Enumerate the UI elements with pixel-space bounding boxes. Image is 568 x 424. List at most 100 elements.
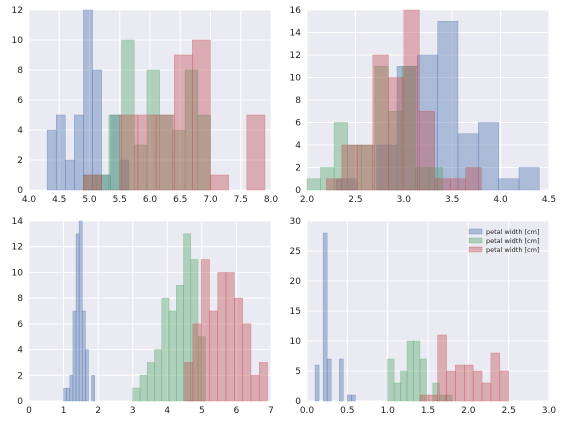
hist-bar-blue — [75, 233, 80, 402]
hist-bar-red — [428, 394, 438, 402]
y-tick-label: 25 — [290, 247, 301, 257]
y-tick-label: 0 — [295, 186, 301, 196]
x-tick-label: 3.5 — [445, 195, 459, 205]
legend-label: petal width [cm] — [486, 246, 540, 254]
subplot-4: 0.0 0.5 1.0 1.5 2.0 2.5 3.0 0 5 10 15 20 25 30 petal w… — [290, 217, 557, 416]
hist-bar-red — [234, 297, 243, 402]
y-tick-label: 6 — [17, 96, 23, 106]
x-tick-label: 6.0 — [143, 195, 158, 205]
hist-bar-red — [119, 114, 139, 191]
hist-bar-blue — [65, 159, 75, 191]
hist-bar-blue — [498, 178, 520, 191]
x-tick-label: 0.0 — [300, 406, 315, 416]
y-tick-label: 12 — [290, 51, 301, 61]
hist-bar-red — [184, 362, 194, 402]
x-tick-label: 0 — [26, 406, 32, 416]
hist-bar-red — [192, 323, 202, 402]
hist-bar-green — [419, 358, 427, 402]
x-tick-label: 1.0 — [381, 406, 396, 416]
hist-bar-blue — [91, 375, 95, 402]
hist-bar-red — [200, 259, 210, 402]
hist-bar-red — [481, 382, 492, 402]
x-tick-label: 2 — [95, 406, 101, 416]
hist-bar-red — [499, 370, 509, 402]
y-tick-label: 2 — [17, 371, 23, 381]
y-tick-label: 10 — [12, 36, 24, 46]
x-tick-label: 1 — [61, 406, 67, 416]
hist-bar-red — [450, 178, 467, 191]
hist-bar-red — [242, 323, 252, 402]
hist-bar-blue — [81, 310, 86, 402]
hist-bar-red — [403, 9, 420, 191]
y-tick-label: 0 — [17, 186, 23, 196]
hist-bar-red — [434, 178, 451, 191]
x-tick-label: 2.5 — [348, 195, 362, 205]
y-tick-label: 14 — [12, 217, 24, 227]
hist-bar-blue — [478, 122, 499, 191]
y-tick-label: 14 — [290, 29, 302, 39]
y-tick-label: 10 — [290, 337, 302, 347]
y-tick-label: 8 — [17, 66, 23, 76]
x-tick-label: 4.0 — [22, 195, 37, 205]
y-tick-label: 4 — [17, 126, 23, 136]
hist-bar-red — [192, 39, 211, 191]
x-tick-label: 1.5 — [421, 406, 435, 416]
hist-bar-blue — [437, 21, 459, 191]
legend-swatch-green — [468, 237, 483, 244]
hist-bar-red — [246, 114, 266, 191]
hist-bar-red — [446, 370, 456, 402]
y-tick-label: 12 — [12, 243, 23, 253]
hist-bar-green — [400, 370, 408, 402]
y-tick-label: 0 — [295, 397, 301, 407]
x-tick-label: 8.0 — [264, 195, 279, 205]
y-tick-label: 8 — [295, 96, 301, 106]
hist-bar-blue — [339, 358, 344, 402]
hist-bar-red — [210, 174, 229, 191]
hist-bar-green — [168, 310, 177, 402]
x-tick-label: 4 — [164, 406, 170, 416]
y-tick-label: 2 — [17, 156, 23, 166]
y-tick-label: 4 — [17, 346, 23, 356]
hist-bar-blue — [351, 394, 356, 402]
hist-bar-blue — [63, 387, 67, 402]
hist-bar-blue — [85, 349, 89, 402]
y-tick-label: 5 — [295, 367, 301, 377]
hist-bar-blue — [66, 387, 71, 402]
hist-bar-blue — [83, 9, 93, 191]
x-tick-label: 5.5 — [113, 195, 127, 205]
x-tick-label: 4.0 — [493, 195, 508, 205]
hist-bar-red — [357, 144, 374, 191]
x-tick-label: 2.5 — [502, 406, 516, 416]
hist-bar-red — [464, 364, 474, 402]
subplot-1: 4.0 4.5 5.0 5.5 6.0 6.5 7.0 7.5 8.0 0 2 4 6 8 10 12 — [12, 6, 279, 205]
hist-bar-red — [388, 77, 405, 191]
y-tick-label: 10 — [12, 268, 24, 278]
plot-area — [29, 221, 271, 401]
legend-swatch-red — [468, 246, 483, 253]
hist-bar-red — [472, 370, 483, 402]
hist-bar-green — [387, 358, 395, 402]
x-tick-label: 3.0 — [542, 406, 557, 416]
hist-bar-blue — [92, 69, 102, 191]
hist-bar-red — [465, 167, 482, 191]
legend-label: petal width [cm] — [486, 228, 540, 236]
x-tick-label: 6.5 — [173, 195, 187, 205]
hist-bar-blue — [74, 114, 84, 191]
hist-bar-red — [437, 334, 447, 402]
hist-bar-red — [155, 114, 175, 191]
y-tick-label: 0 — [17, 397, 23, 407]
hist-bar-green — [406, 340, 414, 402]
hist-bar-green — [413, 340, 421, 402]
hist-bar-green — [154, 349, 163, 402]
x-tick-label: 4.5 — [542, 195, 556, 205]
hist-bar-blue — [326, 358, 332, 402]
hist-bar-red — [419, 111, 436, 191]
y-tick-label: 30 — [290, 217, 302, 227]
hist-bar-green — [132, 387, 141, 402]
legend: petal width [cm]petal width [cm]petal wi… — [468, 228, 540, 254]
hist-bar-green — [161, 297, 170, 402]
x-tick-label: 4.5 — [52, 195, 66, 205]
y-tick-label: 2 — [295, 164, 301, 174]
